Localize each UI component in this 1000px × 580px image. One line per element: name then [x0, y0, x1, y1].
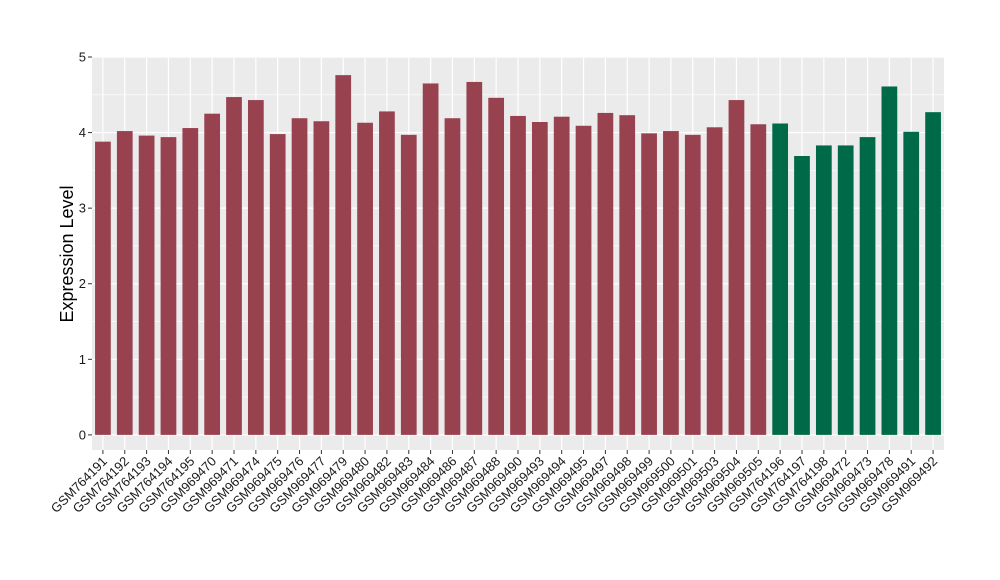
bar-GSM969499	[641, 133, 657, 435]
bar-GSM764192	[116, 131, 133, 435]
bar-GSM969471	[226, 97, 242, 435]
bar-GSM764197	[794, 156, 810, 435]
bar-GSM764195	[182, 128, 199, 435]
bar-GSM969477	[313, 121, 330, 435]
y-axis: 0 1 2 3 4 5	[79, 50, 92, 442]
y-tick-label: 2	[79, 276, 86, 291]
bar-GSM969486	[444, 118, 461, 435]
y-tick-label: 3	[79, 201, 86, 216]
y-tick-label: 1	[79, 352, 86, 367]
bar-GSM969495	[575, 125, 592, 435]
x-axis: GSM764191GSM764192GSM764193GSM764194GSM7…	[48, 450, 940, 516]
bar-GSM969483	[400, 134, 417, 435]
bar-GSM969491	[903, 131, 920, 435]
bar-GSM969470	[204, 113, 221, 435]
bar-GSM969475	[269, 134, 286, 435]
bar-GSM969505	[750, 124, 767, 435]
bar-GSM764196	[772, 123, 789, 435]
bar-GSM969476	[291, 118, 308, 435]
y-axis-title: Expression Level	[57, 185, 77, 322]
bar-GSM969473	[859, 137, 876, 435]
bar-GSM969500	[663, 131, 679, 435]
bar-GSM764191	[95, 141, 111, 435]
y-tick-label: 5	[79, 50, 86, 65]
bars	[95, 75, 941, 435]
bar-GSM969497	[597, 112, 614, 435]
bar-GSM969487	[466, 81, 483, 435]
bar-GSM969504	[728, 100, 745, 435]
bar-GSM969472	[837, 145, 854, 435]
bar-GSM969480	[357, 122, 373, 435]
bar-GSM969479	[335, 75, 352, 435]
bar-GSM969488	[488, 97, 505, 435]
bar-GSM969498	[619, 115, 636, 435]
bar-GSM764193	[138, 135, 155, 435]
bar-GSM969482	[379, 111, 395, 435]
y-tick-label: 4	[79, 125, 86, 140]
bar-GSM969503	[706, 127, 723, 435]
bar-GSM969494	[553, 116, 570, 435]
bar-GSM969478	[881, 86, 898, 435]
bar-GSM969484	[422, 83, 439, 435]
y-tick-label: 0	[79, 427, 86, 442]
bar-GSM969501	[684, 134, 701, 435]
bar-GSM969474	[247, 100, 264, 435]
bar-GSM969490	[510, 115, 526, 435]
bar-GSM969493	[531, 121, 548, 435]
bar-GSM764198	[815, 145, 832, 435]
bar-GSM969492	[925, 112, 941, 435]
bar-GSM764194	[160, 137, 177, 435]
